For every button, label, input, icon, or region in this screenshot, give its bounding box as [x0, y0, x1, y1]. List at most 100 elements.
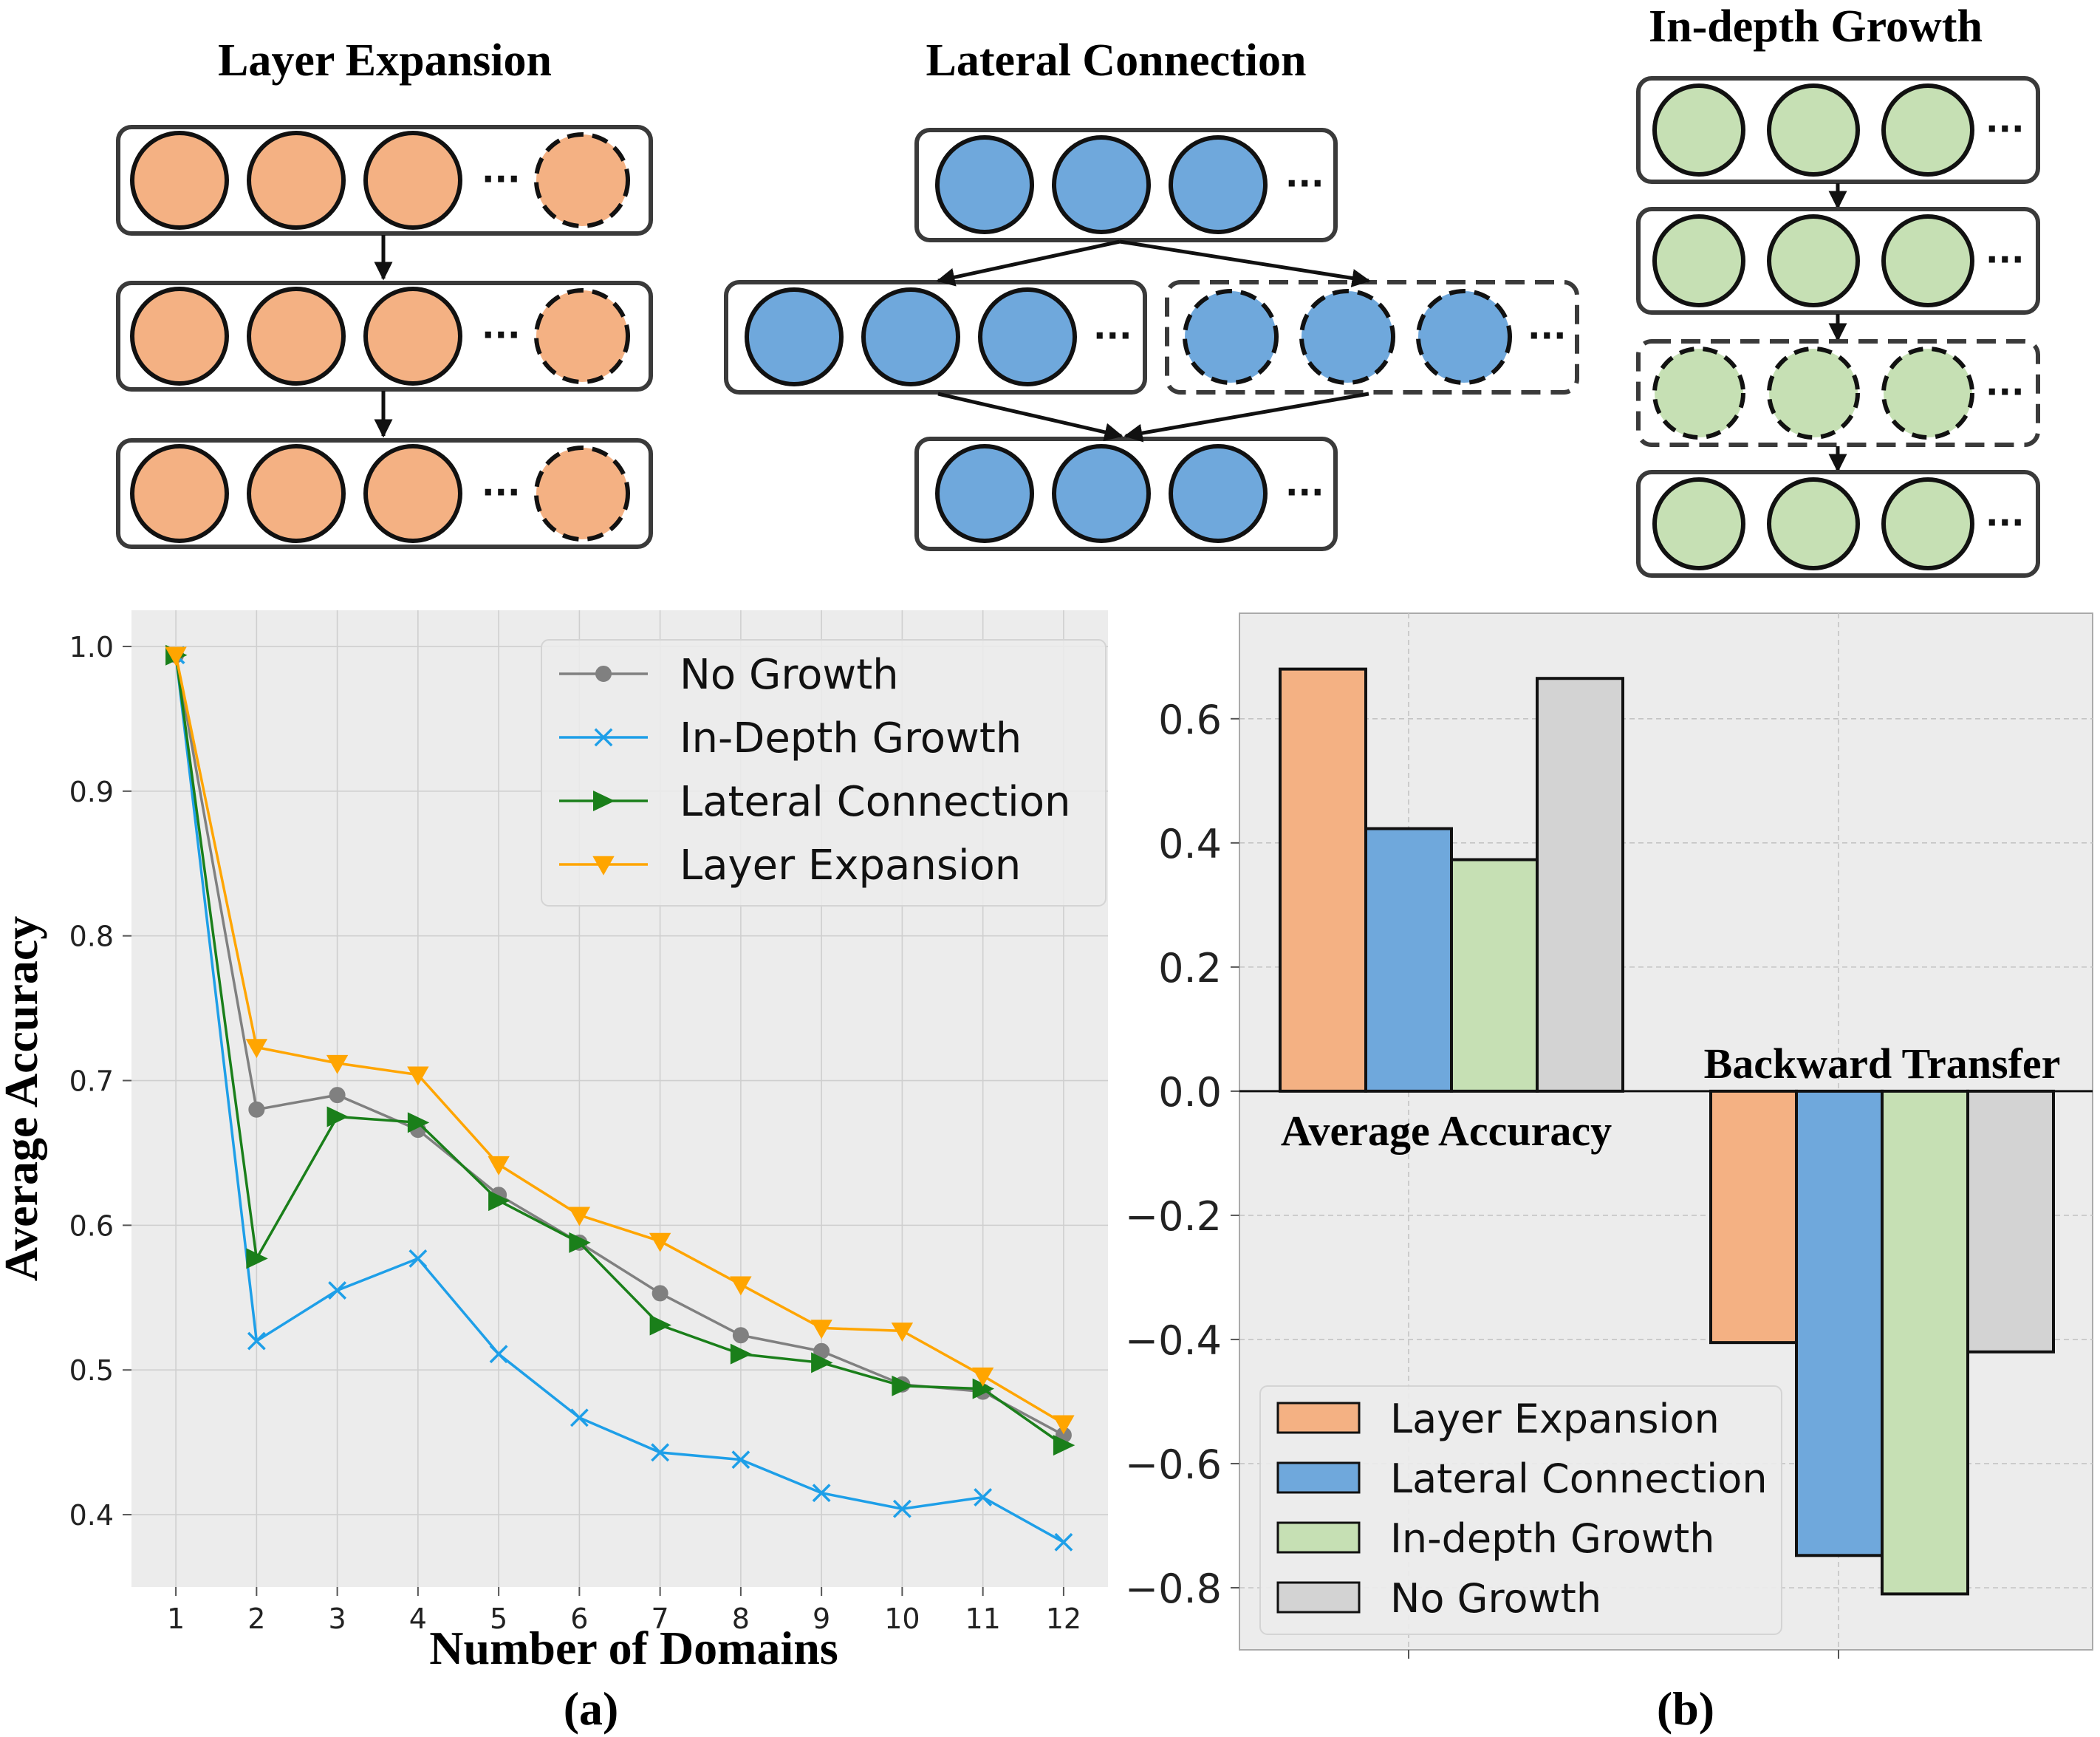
- chart-a-point-in-depth-growth: [974, 1488, 993, 1507]
- chart-a-point-no-growth: [651, 1285, 668, 1302]
- lateral-node: [935, 444, 1034, 543]
- layer-expansion-title: Layer Expansion: [218, 35, 552, 86]
- chart-b-legend-label-layer-expansion: Layer Expansion: [1390, 1396, 1720, 1442]
- chart-a-point-lateral-connection: [649, 1314, 672, 1336]
- chart-a-point-lateral-connection: [811, 1352, 833, 1373]
- in-depth-growth-diagram: In-depth Growth ··· ··· ··· ···: [1636, 1, 2040, 578]
- chart-a-legend: No Growth In-Depth Growth Lateral Connecti…: [541, 639, 1107, 907]
- chart-a-point-in-depth-growth: [651, 1443, 670, 1462]
- chart-a: 0.40.50.60.70.80.91.01 2 3 4 5 6 7 8 9 10 11 12 No …: [0, 610, 1108, 1735]
- chart-a-legend-label-in-depth-growth: In-Depth Growth: [680, 714, 1022, 762]
- chart-a-x-tick-label: 7: [651, 1603, 669, 1635]
- chart-b-legend-swatch-layer-expansion: [1276, 1402, 1361, 1434]
- in-depth-node: [1881, 214, 1974, 307]
- chart-a-x-tick-label: 12: [1046, 1603, 1081, 1635]
- lateral-arrow: [936, 239, 1121, 287]
- chart-b-bar-layer-expansion: [1279, 667, 1367, 1093]
- chart-a-x-tick-label: 2: [247, 1603, 265, 1635]
- chart-b-y-tick-label: 0.2: [1158, 945, 1222, 992]
- chart-a-legend-marker-no-growth: [595, 666, 612, 682]
- chart-b-bar-lateral-connection: [1364, 827, 1453, 1093]
- chart-a-legend-label-no-growth: No Growth: [680, 651, 899, 699]
- in-depth-new-node: [1881, 347, 1974, 440]
- chart-a-point-layer-expansion: [165, 646, 187, 666]
- lateral-node: [745, 287, 844, 386]
- chart-a-point-layer-expansion: [971, 1367, 994, 1387]
- chart-b-legend: Layer Expansion Lateral Connection In-dept…: [1259, 1385, 1782, 1635]
- chart-a-point-layer-expansion: [488, 1156, 510, 1175]
- chart-a-point-layer-expansion: [810, 1320, 832, 1340]
- layer-expansion-node: [130, 287, 229, 386]
- in-depth-node: [1767, 477, 1860, 570]
- chart-a-point-layer-expansion: [568, 1207, 591, 1226]
- chart-b-legend-label-lateral-connection: Lateral Connection: [1390, 1456, 1768, 1502]
- in-depth-node: [1652, 83, 1745, 177]
- layer-expansion-new-node: [534, 446, 630, 542]
- chart-a-y-tick-label: 0.4: [69, 1499, 114, 1532]
- in-depth-ellipsis: ···: [1986, 372, 2024, 412]
- lateral-arrow: [1119, 239, 1371, 287]
- layer-expansion-node: [247, 131, 346, 230]
- layer-expansion-node: [247, 287, 346, 386]
- in-depth-node: [1881, 83, 1974, 177]
- chart-a-series-line-lateral-connection: [174, 655, 1064, 1447]
- chart-a-point-lateral-connection: [1053, 1435, 1075, 1456]
- chart-a-x-tick-label: 10: [884, 1603, 920, 1635]
- chart-a-x-tick-label: 3: [329, 1603, 346, 1635]
- chart-b-y-tick-label: −0.4: [1125, 1317, 1222, 1364]
- chart-a-point-lateral-connection: [892, 1375, 914, 1396]
- lateral-node: [978, 287, 1077, 386]
- chart-b-ticks: −0.8 −0.6 −0.4 −0.2 0.0 0.2 0.4 0.6: [1125, 697, 1839, 1659]
- chart-a-x-axis-label: Number of Domains: [429, 1622, 838, 1674]
- chart-a-x-tick-label: 9: [813, 1603, 830, 1635]
- chart-a-point-layer-expansion: [407, 1066, 429, 1086]
- chart-b-legend-swatch-in-depth-growth: [1276, 1521, 1361, 1554]
- chart-a-point-no-growth: [732, 1327, 749, 1344]
- lateral-new-node: [1183, 289, 1279, 385]
- chart-a-point-in-depth-growth: [489, 1345, 508, 1364]
- chart-a-y-tick-label: 0.9: [69, 776, 114, 808]
- lateral-connection-title: Lateral Connection: [926, 35, 1307, 86]
- chart-b-y-tick-label: −0.6: [1125, 1441, 1222, 1488]
- chart-a-y-axis-label: Average Accuracy: [0, 916, 47, 1282]
- lateral-node: [1052, 135, 1151, 234]
- lateral-new-node: [1416, 289, 1512, 385]
- chart-a-y-tick-label: 1.0: [69, 631, 114, 663]
- chart-b-bar-no-growth: [1966, 1089, 2055, 1354]
- chart-a-x-tick-label: 11: [965, 1603, 1000, 1635]
- chart-a-point-no-growth: [248, 1101, 265, 1118]
- layer-expansion-node: [130, 444, 229, 543]
- layer-expansion-ellipsis: ···: [482, 472, 520, 512]
- chart-a-point-lateral-connection: [730, 1343, 753, 1365]
- chart-b-legend-swatch-lateral-connection: [1276, 1461, 1361, 1494]
- in-depth-node: [1881, 477, 1974, 570]
- lateral-ellipsis: ···: [1093, 315, 1132, 355]
- lateral-arrow: [1123, 392, 1369, 443]
- chart-a-y-tick-label: 0.7: [69, 1065, 114, 1098]
- in-depth-growth-title: In-depth Growth: [1649, 1, 1983, 52]
- chart-a-legend-label-layer-expansion: Layer Expansion: [680, 842, 1021, 890]
- layer-expansion-node: [363, 287, 462, 386]
- chart-a-y-tick-label: 0.8: [69, 921, 114, 953]
- chart-a-point-layer-expansion: [326, 1054, 349, 1074]
- chart-a-point-in-depth-growth: [892, 1499, 912, 1518]
- lateral-ellipsis: ···: [1285, 472, 1324, 512]
- chart-a-ticks: 0.40.50.60.70.80.91.01 2 3 4 5 6 7 8 9 10 11 12: [69, 631, 1082, 1635]
- in-depth-new-node: [1652, 347, 1745, 440]
- lateral-node: [861, 287, 960, 386]
- layer-expansion-ellipsis: ···: [482, 315, 520, 355]
- chart-a-point-layer-expansion: [1053, 1415, 1075, 1435]
- chart-b-y-tick-label: 0.0: [1158, 1069, 1222, 1116]
- chart-a-series: [165, 644, 1075, 1552]
- chart-a-point-layer-expansion: [649, 1232, 671, 1252]
- chart-a-legend-marker-in-depth-growth: [594, 728, 613, 747]
- chart-a-point-in-depth-growth: [570, 1408, 589, 1427]
- chart-b-bars: [1279, 667, 2055, 1596]
- chart-a-point-in-depth-growth: [812, 1484, 831, 1503]
- chart-b-bar-in-depth-growth: [1450, 858, 1539, 1093]
- chart-b-bar-in-depth-growth: [1881, 1089, 1969, 1596]
- chart-a-point-layer-expansion: [730, 1276, 752, 1296]
- in-depth-ellipsis: ···: [1986, 502, 2024, 542]
- layer-expansion-node: [363, 444, 462, 543]
- layer-expansion-node: [363, 131, 462, 230]
